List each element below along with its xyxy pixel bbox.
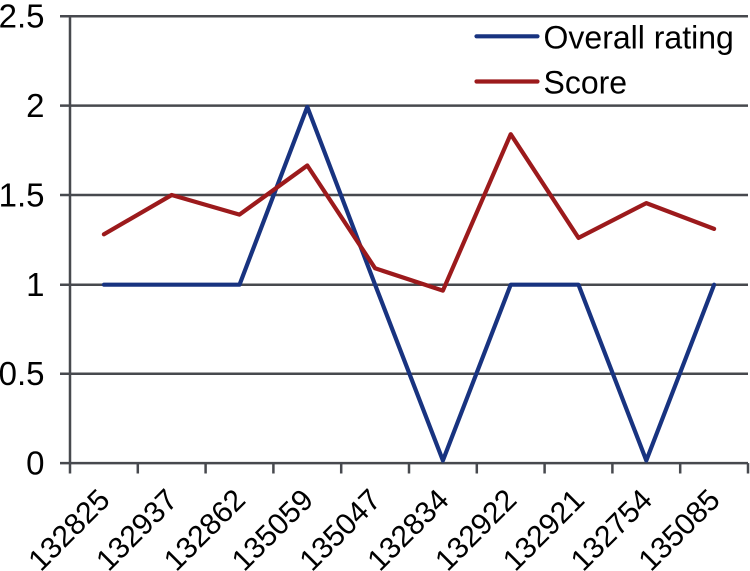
svg-text:0.5: 0.5 (0, 355, 45, 392)
svg-text:1.5: 1.5 (0, 176, 45, 213)
svg-text:2.5: 2.5 (0, 0, 45, 35)
svg-text:2: 2 (26, 87, 44, 124)
svg-text:Score: Score (544, 65, 628, 101)
svg-text:Overall rating: Overall rating (544, 20, 734, 56)
svg-text:0: 0 (26, 445, 44, 482)
svg-text:1: 1 (26, 266, 44, 303)
